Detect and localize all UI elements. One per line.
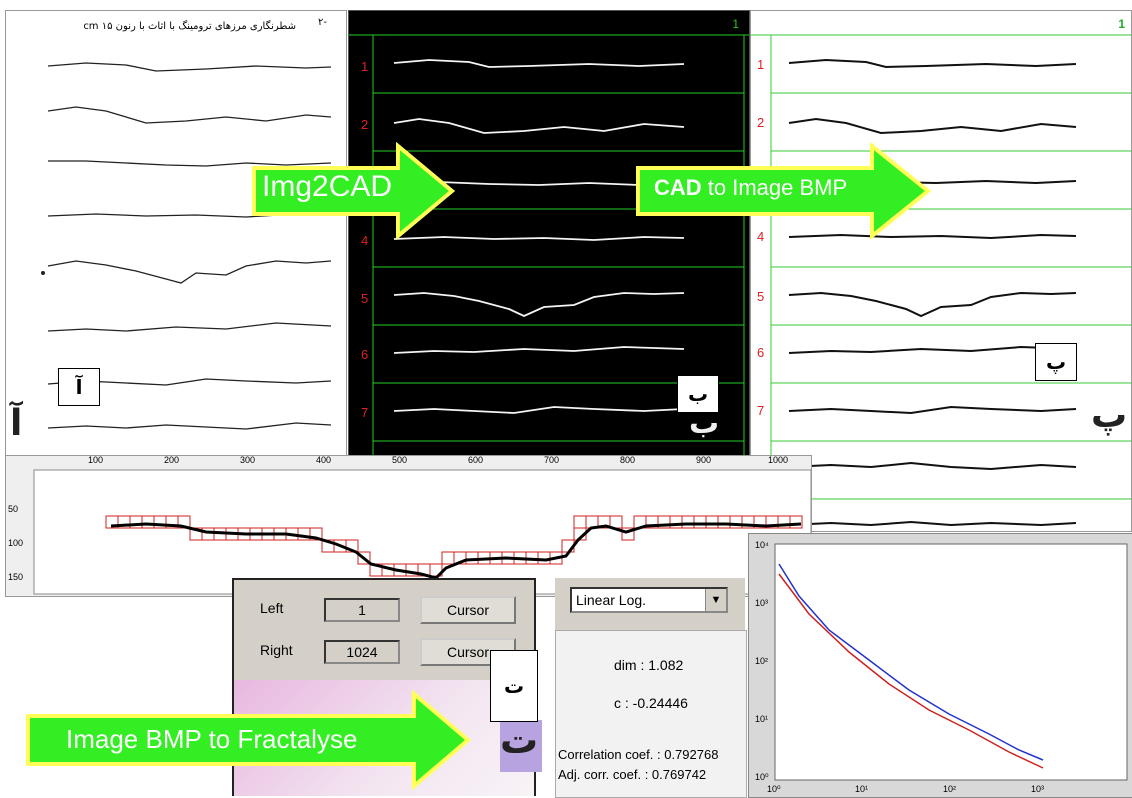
x-tick: 900: [696, 455, 712, 465]
panel-p-big-letter: پ: [1091, 395, 1128, 436]
y-tick: 150: [8, 572, 24, 582]
panel-t-letter-bg: [500, 720, 542, 772]
y-tick: 50: [8, 504, 19, 514]
profile-plot-canvas: [33, 469, 811, 595]
c-result: c : -0.24446: [614, 695, 688, 711]
bmp-to-fractalyse-label: Image BMP to Fractalyse: [66, 724, 358, 754]
left-value-field[interactable]: 1: [324, 598, 400, 622]
cad-to-bmp-label-bold: CAD: [654, 175, 702, 200]
correlation-result: Correlation coef. : 0.792768: [558, 747, 719, 762]
panel-b-cad-profiles: 1 1 2 3 4 5 6 7 ب ب: [348, 10, 750, 462]
cad-to-bmp-arrow-icon: [636, 142, 932, 240]
range-control-panel: Left 1 Cursor Right 1024 Cursor: [232, 578, 536, 682]
panel-b-grid-and-lines: [349, 34, 749, 461]
panel-b-corner-number: 1: [732, 17, 739, 31]
cad-to-bmp-label-rest: to Image BMP: [701, 175, 848, 200]
panel-b-row-number: 1: [361, 59, 369, 74]
log-y-tick: 10³: [755, 598, 769, 608]
img2cad-arrow-icon: [252, 142, 456, 240]
chevron-down-icon[interactable]: ▼: [705, 589, 726, 611]
log-x-tick: 10⁰: [767, 784, 781, 794]
log-x-tick: 10²: [943, 784, 957, 794]
adj-correlation-result: Adj. corr. coef. : 0.769742: [558, 767, 707, 782]
panel-a-scanned-profiles: شطرنگاری مرزهای ترومینگ با اثاث با رنون …: [5, 10, 347, 462]
panel-b-label-box: ب: [677, 375, 719, 413]
panel-p-row-number: 1: [757, 57, 765, 72]
panel-t-label-box: ت: [490, 650, 538, 722]
panel-p-bmp-profiles: 1 1 2 3 4 5 6 7 پ پ: [750, 10, 1132, 532]
log-y-tick: 10⁴: [755, 540, 769, 550]
x-tick: 700: [544, 455, 560, 465]
results-panel: dim : 1.082 c : -0.24446 Correlation coe…: [555, 630, 747, 798]
log-y-tick: 10¹: [755, 714, 769, 724]
panel-p-row-number: 6: [757, 345, 765, 360]
dim-result: dim : 1.082: [614, 657, 684, 673]
log-y-tick: 10⁰: [755, 772, 769, 782]
x-tick: 300: [240, 455, 256, 465]
mode-select-value: Linear Log.: [576, 592, 647, 608]
x-tick: 1000: [768, 455, 789, 465]
panel-b-row-number: 5: [361, 291, 369, 306]
panel-b-big-letter: ب: [689, 406, 720, 441]
x-tick: 400: [316, 455, 332, 465]
cad-to-bmp-label: CAD to Image BMP: [654, 175, 847, 201]
x-tick: 100: [88, 455, 104, 465]
x-tick: 800: [620, 455, 636, 465]
panel-a-header: شطرنگاری مرزهای ترومینگ با اثاث با رنون …: [83, 21, 296, 32]
profile-plot-x-axis: 100 200 300 400 500 600 700 800 900 1000: [0, 455, 805, 469]
img2cad-label: Img2CAD: [262, 170, 393, 203]
log-log-canvas: [774, 543, 1128, 781]
x-tick: 600: [468, 455, 484, 465]
panel-a-corner-mark: ۲-: [318, 17, 327, 28]
mode-select[interactable]: Linear Log. ▼: [570, 587, 728, 613]
right-label: Right: [260, 642, 293, 658]
left-label: Left: [260, 600, 284, 616]
log-log-plot: 10⁴ 10³ 10² 10¹ 10⁰ 10⁰ 10¹ 10² 10³: [748, 533, 1132, 798]
panel-p-row-number: 4: [757, 229, 765, 244]
log-y-tick: 10²: [755, 656, 769, 666]
panel-p-row-number: 5: [757, 289, 765, 304]
profile-box-count-plot: [5, 455, 812, 597]
x-tick: 200: [164, 455, 180, 465]
panel-p-grid-and-lines: [751, 34, 1131, 531]
panel-t-big-letter: ت: [500, 718, 539, 762]
x-tick: 500: [392, 455, 408, 465]
right-value-field[interactable]: 1024: [324, 640, 400, 664]
panel-p-corner-number: 1: [1118, 17, 1125, 31]
panel-b-row-number: 2: [361, 117, 369, 132]
panel-b-row-number: 7: [361, 405, 369, 420]
y-tick: 100: [8, 538, 24, 548]
panel-p-row-number: 2: [757, 115, 765, 130]
log-x-tick: 10³: [1031, 784, 1045, 794]
panel-b-row-number: 4: [361, 233, 369, 248]
panel-a-label-box: آ: [58, 368, 100, 406]
panel-b-row-number: 6: [361, 347, 369, 362]
left-cursor-button[interactable]: Cursor: [420, 596, 516, 624]
panel-a-big-letter: آ: [10, 403, 23, 444]
bmp-to-fractalyse-arrow-icon: [26, 690, 472, 790]
panel-p-label-box: پ: [1035, 343, 1077, 381]
panel-p-row-number: 7: [757, 403, 765, 418]
log-x-tick: 10¹: [855, 784, 869, 794]
